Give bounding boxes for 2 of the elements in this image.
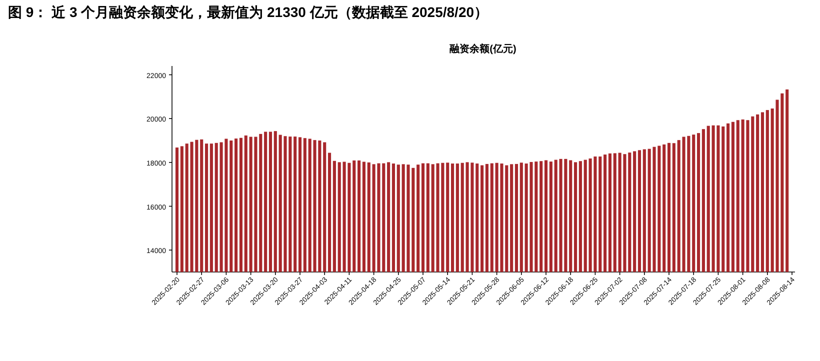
- chart-title: 图 9： 近 3 个月融资余额变化，最新值为 21330 亿元（数据截至 2025/8/20）: [8, 4, 488, 20]
- chart-subtitle: 融资余额(亿元): [450, 43, 516, 55]
